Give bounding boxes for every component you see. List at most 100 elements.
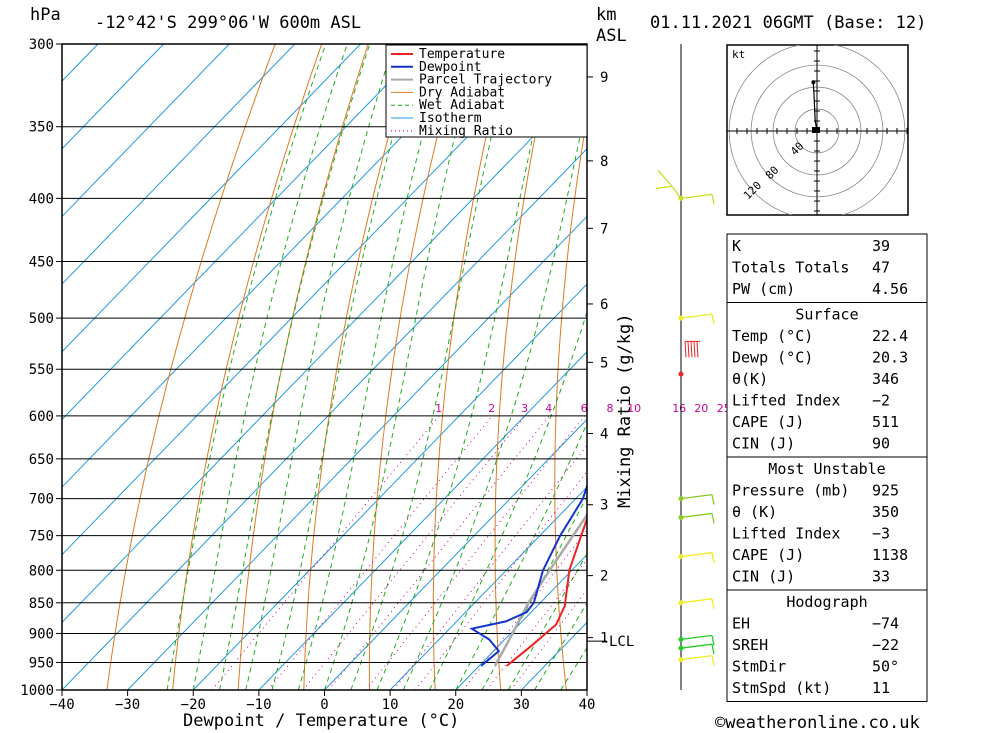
surface-table-label: CAPE (J): [732, 413, 804, 431]
pressure-tick-label: 750: [29, 529, 54, 545]
mixing-ratio-labels: 1 2 3 4 6 8 10 16 20 25: [435, 402, 731, 415]
wind-barb: [678, 643, 715, 655]
isotherm-line: [258, 351, 587, 690]
x-axis-label: Dewpoint / Temperature (°C): [183, 711, 459, 731]
wet-adiabat-line: [455, 422, 587, 690]
surface-table-label: Lifted Index: [732, 392, 840, 410]
indices-table: K 39 Totals Totals 47 PW (cm) 4.56: [726, 233, 928, 303]
indices-table-label: PW (cm): [732, 280, 795, 298]
indices-table-value: 4.56: [872, 280, 908, 298]
temperature-line: [506, 515, 587, 667]
surface-table-value: 90: [872, 435, 890, 453]
parcel-trajectory-line: [493, 512, 587, 667]
wind-barb-pennant: [693, 341, 696, 358]
indices-table-value: 39: [872, 237, 890, 255]
height-unit-label-asl: ASL: [596, 26, 627, 46]
height-tick-label: 5: [600, 355, 608, 371]
temperature-tick-label: −30: [115, 697, 140, 713]
hodograph-table-label: StmSpd (kt): [732, 679, 831, 697]
indices-table-box: [726, 233, 928, 303]
dry-adiabat-line: [973, 44, 1000, 690]
surface-table-value: 346: [872, 370, 899, 388]
isotherm-line: [62, 44, 296, 285]
surface-table-label: CIN (J): [732, 435, 795, 453]
dry-adiabat-line: [926, 44, 1000, 690]
wind-barb: [678, 512, 715, 524]
temperature-tick-label: −40: [49, 697, 74, 713]
hodograph-table-value: −74: [872, 615, 899, 633]
pressure-tick-label: 550: [29, 362, 54, 378]
dry-adiabat-line: [494, 44, 555, 690]
height-tick-label: 6: [600, 297, 608, 313]
dry-adiabat-line: [237, 44, 369, 690]
isotherm-line: [62, 44, 164, 150]
most-unstable-table-value: −3: [872, 525, 890, 543]
pressure-tick-label: 500: [29, 311, 54, 327]
hodograph-table: Hodograph EH −74 SREH −22 StmDir 50° StmSpd (kt…: [726, 589, 928, 702]
legend-label: Dry Adiabat: [419, 85, 505, 100]
height-unit-label: km: [596, 5, 616, 25]
wind-barb: [678, 598, 715, 609]
pressure-tick-label: 900: [29, 627, 54, 643]
temperature-tick-label: −20: [181, 697, 206, 713]
temperature-axis: −40 −30 −20 −10 0 10 20 30 40: [49, 690, 595, 713]
isotherm-line: [389, 486, 587, 690]
mixing-ratio-label: 16: [672, 402, 686, 415]
wet-adiabat-line: [507, 552, 587, 690]
isotherm-line: [192, 283, 587, 690]
most-unstable-table-title: Most Unstable: [768, 460, 885, 478]
wind-barb: [678, 493, 715, 505]
pressure-tick-label: 650: [29, 452, 54, 468]
mixing-ratio-line: [267, 415, 493, 690]
wind-barb-pennant: [687, 341, 690, 358]
legend-label: Dewpoint: [419, 60, 482, 75]
temperature-tick-label: 40: [579, 697, 596, 713]
wind-barb: [678, 193, 715, 205]
temperature-tick-label: −10: [246, 697, 271, 713]
most-unstable-table-label: CIN (J): [732, 568, 795, 586]
legend-label: Mixing Ratio: [419, 124, 513, 139]
isotherm-line: [62, 44, 427, 421]
wind-barb: [678, 634, 715, 646]
hodograph-end-point: [811, 80, 816, 85]
copyright: ©weatheronline.co.uk: [715, 713, 920, 733]
dry-adiabat-line: [106, 44, 276, 690]
surface-table-label: θ(K): [732, 370, 768, 388]
legend-label: Isotherm: [419, 111, 482, 126]
wind-barb: [678, 313, 715, 325]
isotherm-line: [455, 553, 587, 690]
most-unstable-table-label: Lifted Index: [732, 525, 840, 543]
mixing-ratio-axis-label: Mixing Ratio (g/kg): [615, 314, 635, 508]
most-unstable-table-value: 925: [872, 482, 899, 500]
surface-table-value: 20.3: [872, 349, 908, 367]
wind-barb-pennant: [684, 341, 687, 358]
surface-table-value: −2: [872, 392, 890, 410]
mixing-ratio-label: 20: [694, 402, 708, 415]
isotherm-line: [0, 44, 32, 690]
height-tick-label: 8: [600, 154, 608, 170]
hodograph-unit: kt: [732, 48, 745, 61]
pressure-tick-label: 850: [29, 596, 54, 612]
height-tick-label: 1: [600, 631, 608, 647]
surface-table-label: Dewp (°C): [732, 349, 813, 367]
mixing-ratio-label: 3: [521, 402, 528, 415]
height-tick-label: 7: [600, 221, 608, 237]
most-unstable-table-label: Pressure (mb): [732, 482, 849, 500]
hodograph-table-label: SREH: [732, 636, 768, 654]
indices-table-label: Totals Totals: [732, 259, 849, 277]
pressure-tick-label: 350: [29, 120, 54, 136]
pressure-tick-label: 600: [29, 409, 54, 425]
wet-adiabat-line: [402, 101, 587, 690]
most-unstable-table-box: [726, 456, 928, 591]
surface-table: Surface Temp (°C) 22.4 Dewp (°C) 20.3 θ(K) 346…: [726, 302, 928, 458]
temperature-tick-label: 30: [513, 697, 530, 713]
dry-adiabat-line: [432, 44, 509, 690]
hodograph-table-value: 50°: [872, 658, 899, 676]
height-tick-label: 2: [600, 569, 608, 585]
hodograph-table-label: EH: [732, 615, 750, 633]
most-unstable-table: Most Unstable Pressure (mb) 925 θ (K) 350 Lif…: [726, 456, 928, 591]
hodograph-table-value: −22: [872, 636, 899, 654]
lcl-label: LCL: [609, 634, 634, 650]
isotherm-line: [62, 44, 230, 218]
